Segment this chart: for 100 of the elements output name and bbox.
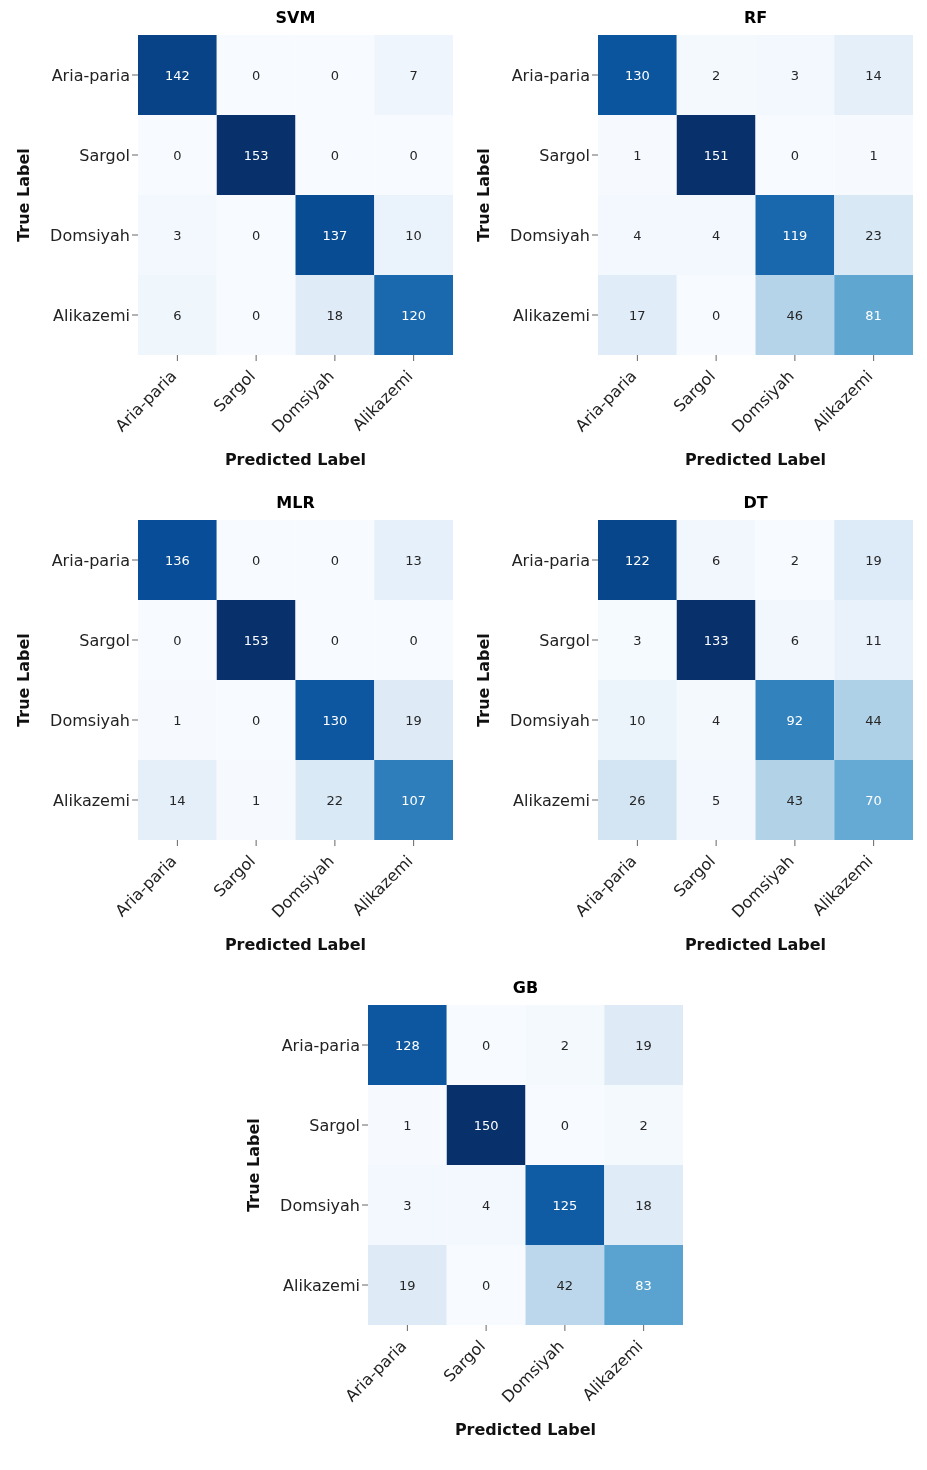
y-tick-label: Aria-paria bbox=[511, 65, 590, 85]
chart-title: DT bbox=[742, 493, 769, 514]
y-tick-label: Aria-paria bbox=[51, 65, 130, 85]
data-label: 0 bbox=[560, 1117, 570, 1133]
y-tick-label: Domsiyah bbox=[510, 710, 590, 730]
data-label: 26 bbox=[629, 792, 646, 808]
data-label: 14 bbox=[865, 67, 882, 83]
y-tick-label: Alikazemi bbox=[53, 305, 130, 325]
y-axis-title: True Label bbox=[473, 633, 493, 727]
data-label: 128 bbox=[394, 1037, 420, 1053]
data-label: 130 bbox=[322, 712, 348, 728]
data-label: 6 bbox=[173, 307, 182, 323]
data-label: 1 bbox=[173, 712, 182, 728]
x-axis-title: Predicted Label bbox=[684, 935, 827, 954]
data-label: 5 bbox=[711, 792, 721, 808]
data-label: 81 bbox=[865, 307, 882, 323]
y-tick-label: Alikazemi bbox=[53, 790, 130, 810]
data-label: 70 bbox=[865, 792, 882, 808]
data-label: 14 bbox=[169, 792, 186, 808]
data-label: 142 bbox=[164, 67, 190, 83]
data-label: 10 bbox=[405, 227, 422, 243]
data-label: 23 bbox=[865, 227, 882, 243]
data-label: 150 bbox=[473, 1117, 499, 1133]
data-label: 6 bbox=[790, 632, 800, 648]
data-label: 0 bbox=[251, 712, 261, 728]
x-axis-title: Predicted Label bbox=[684, 450, 827, 469]
data-label: 0 bbox=[251, 552, 261, 568]
data-label: 153 bbox=[243, 147, 269, 163]
data-label: 122 bbox=[624, 552, 650, 568]
data-label: 107 bbox=[401, 792, 427, 808]
chart-title: MLR bbox=[275, 493, 316, 514]
data-label: 13 bbox=[405, 552, 422, 568]
y-tick-label: Aria-paria bbox=[511, 550, 590, 570]
data-label: 0 bbox=[173, 632, 182, 648]
chart-title: GB bbox=[511, 978, 540, 999]
data-label: 92 bbox=[786, 712, 804, 728]
data-label: 130 bbox=[624, 67, 650, 83]
data-label: 0 bbox=[481, 1037, 491, 1053]
y-tick-label: Alikazemi bbox=[513, 305, 590, 325]
data-label: 4 bbox=[481, 1197, 491, 1213]
data-label: 10 bbox=[629, 712, 646, 728]
data-label: 133 bbox=[703, 632, 729, 648]
x-axis-title: Predicted Label bbox=[224, 450, 367, 469]
data-label: 19 bbox=[399, 1277, 416, 1293]
data-label: 0 bbox=[711, 307, 721, 323]
data-label: 4 bbox=[711, 712, 721, 728]
data-label: 137 bbox=[322, 227, 348, 243]
data-label: 0 bbox=[251, 67, 261, 83]
data-label: 18 bbox=[635, 1197, 652, 1213]
data-label: 42 bbox=[556, 1277, 574, 1293]
data-label: 119 bbox=[782, 227, 808, 243]
data-label: 153 bbox=[243, 632, 269, 648]
data-label: 125 bbox=[552, 1197, 578, 1213]
data-label: 1 bbox=[633, 147, 642, 163]
data-label: 0 bbox=[330, 552, 340, 568]
y-tick-label: Sargol bbox=[79, 630, 130, 650]
data-label: 43 bbox=[786, 792, 804, 808]
data-label: 3 bbox=[790, 67, 800, 83]
data-label: 83 bbox=[635, 1277, 652, 1293]
chart-title: RF bbox=[742, 8, 769, 29]
y-tick-label: Sargol bbox=[309, 1115, 360, 1135]
data-label: 6 bbox=[711, 552, 721, 568]
data-label: 0 bbox=[790, 147, 800, 163]
data-label: 19 bbox=[865, 552, 882, 568]
data-label: 19 bbox=[635, 1037, 652, 1053]
data-label: 3 bbox=[173, 227, 182, 243]
x-axis-title: Predicted Label bbox=[454, 1420, 597, 1439]
data-label: 0 bbox=[330, 147, 340, 163]
data-label: 19 bbox=[405, 712, 422, 728]
y-axis-title: True Label bbox=[243, 1118, 263, 1212]
data-label: 0 bbox=[173, 147, 182, 163]
y-tick-label: Domsiyah bbox=[50, 710, 130, 730]
data-label: 2 bbox=[790, 552, 800, 568]
data-label: 0 bbox=[251, 307, 261, 323]
data-label: 2 bbox=[639, 1117, 648, 1133]
data-label: 17 bbox=[629, 307, 646, 323]
data-label: 0 bbox=[251, 227, 261, 243]
y-tick-label: Aria-paria bbox=[51, 550, 130, 570]
y-tick-label: Domsiyah bbox=[510, 225, 590, 245]
data-label: 2 bbox=[560, 1037, 570, 1053]
data-label: 0 bbox=[481, 1277, 491, 1293]
data-label: 46 bbox=[786, 307, 804, 323]
data-label: 4 bbox=[633, 227, 642, 243]
y-tick-label: Domsiyah bbox=[280, 1195, 360, 1215]
data-label: 3 bbox=[403, 1197, 412, 1213]
data-label: 120 bbox=[401, 307, 427, 323]
data-label: 44 bbox=[865, 712, 882, 728]
y-tick-label: Domsiyah bbox=[50, 225, 130, 245]
y-axis-title: True Label bbox=[473, 148, 493, 242]
y-axis-title: True Label bbox=[13, 148, 33, 242]
y-tick-label: Aria-paria bbox=[281, 1035, 360, 1055]
y-tick-label: Sargol bbox=[539, 145, 590, 165]
data-label: 0 bbox=[330, 67, 340, 83]
chart-title: SVM bbox=[274, 8, 317, 29]
data-label: 2 bbox=[711, 67, 721, 83]
y-tick-label: Alikazemi bbox=[513, 790, 590, 810]
data-label: 7 bbox=[409, 67, 418, 83]
y-tick-label: Sargol bbox=[79, 145, 130, 165]
data-label: 0 bbox=[409, 632, 418, 648]
data-label: 3 bbox=[633, 632, 642, 648]
